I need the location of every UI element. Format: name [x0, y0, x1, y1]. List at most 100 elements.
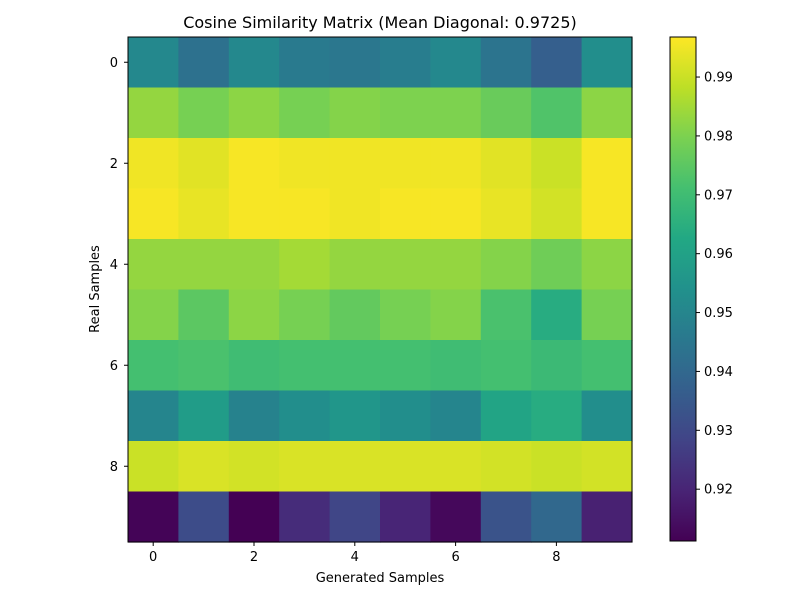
heatmap-cell [228, 138, 280, 190]
heatmap-cell [430, 441, 482, 493]
colorbar-tick-label: 0.98 [704, 129, 733, 144]
heatmap-cell [329, 188, 381, 240]
heatmap-cell [430, 188, 482, 240]
heatmap-cell [178, 289, 230, 341]
heatmap-cell [228, 239, 280, 291]
heatmap-cells [128, 37, 633, 543]
heatmap-cell [581, 239, 633, 291]
heatmap-cell [380, 188, 431, 240]
heatmap-cell [430, 491, 482, 543]
x-tick-label: 0 [149, 550, 157, 565]
heatmap-cell [480, 340, 532, 392]
heatmap-cell [380, 87, 431, 139]
heatmap-cell [480, 87, 532, 139]
heatmap-cell [228, 87, 280, 139]
heatmap-cell [480, 289, 532, 341]
heatmap-cell [480, 390, 532, 442]
heatmap-cell [128, 239, 179, 291]
x-axis-label: Generated Samples [316, 571, 445, 586]
x-axis-ticks: 0 2 4 6 8 [149, 542, 561, 565]
heatmap-cell [581, 138, 633, 190]
heatmap-cell [581, 491, 633, 543]
heatmap-cell [480, 188, 532, 240]
heatmap-cell [178, 87, 230, 139]
heatmap-cell [430, 37, 482, 89]
heatmap-cell [128, 188, 179, 240]
heatmap-cell [128, 441, 179, 493]
y-tick-label: 0 [110, 56, 118, 71]
colorbar-tick-label: 0.93 [704, 424, 733, 439]
heatmap-cell [329, 239, 381, 291]
heatmap-cell [531, 340, 583, 392]
heatmap-cell [430, 138, 482, 190]
x-tick-label: 8 [552, 550, 560, 565]
heatmap-cell [279, 491, 331, 543]
heatmap-cell [178, 239, 230, 291]
y-tick-label: 4 [110, 258, 118, 273]
heatmap-cell [531, 491, 583, 543]
heatmap-cell [380, 491, 431, 543]
heatmap-cell [228, 188, 280, 240]
heatmap-cell [128, 390, 179, 442]
heatmap-cell [279, 340, 331, 392]
heatmap-cell [128, 138, 179, 190]
heatmap-cell [279, 441, 331, 493]
plot-frame [127, 36, 633, 543]
heatmap-cell [329, 138, 381, 190]
colorbar-tick-label: 0.96 [704, 247, 733, 262]
heatmap-cell [430, 289, 482, 341]
heatmap-cell [581, 37, 633, 89]
heatmap-cell [581, 188, 633, 240]
heatmap-cell [228, 390, 280, 442]
x-tick-label: 2 [250, 550, 258, 565]
colorbar-tick-label: 0.94 [704, 365, 733, 380]
colorbar-tick-label: 0.92 [704, 483, 733, 498]
heatmap-cell [430, 87, 482, 139]
heatmap-cell [531, 138, 583, 190]
heatmap-cell [279, 289, 331, 341]
heatmap-cell [581, 87, 633, 139]
heatmap-cell [380, 289, 431, 341]
colorbar-tick-label: 0.95 [704, 306, 733, 321]
y-tick-label: 6 [110, 359, 118, 374]
heatmap-cell [581, 441, 633, 493]
chart-title: Cosine Similarity Matrix (Mean Diagonal:… [183, 13, 577, 32]
heatmap-cell [228, 37, 280, 89]
heatmap-cell [531, 37, 583, 89]
heatmap-cell [480, 37, 532, 89]
y-tick-label: 8 [110, 460, 118, 475]
heatmap-cell [380, 138, 431, 190]
heatmap-cell [178, 340, 230, 392]
heatmap-cell [228, 289, 280, 341]
heatmap-cell [531, 289, 583, 341]
y-axis-label: Real Samples [88, 245, 103, 333]
heatmap-cell [329, 340, 381, 392]
x-tick-label: 6 [451, 550, 459, 565]
colorbar-tick-label: 0.97 [704, 188, 733, 203]
heatmap-cell [480, 138, 532, 190]
heatmap-cell [329, 87, 381, 139]
heatmap-cell [279, 138, 331, 190]
heatmap-cell [581, 390, 633, 442]
heatmap-cell [279, 390, 331, 442]
heatmap-cell [279, 239, 331, 291]
heatmap-cell [128, 37, 179, 89]
heatmap-cell [531, 188, 583, 240]
heatmap-cell [279, 188, 331, 240]
heatmap-cell [531, 87, 583, 139]
heatmap-cell [329, 37, 381, 89]
colorbar-ticks: 0.92 0.93 0.94 0.95 0.96 0.97 0.98 0.99 [696, 71, 733, 498]
heatmap-cell [279, 87, 331, 139]
heatmap-cell [380, 340, 431, 392]
heatmap-cell [329, 390, 381, 442]
heatmap-cell [581, 340, 633, 392]
heatmap-cell [128, 289, 179, 341]
heatmap-cell [380, 239, 431, 291]
heatmap-cell [228, 491, 280, 543]
heatmap-cell [329, 441, 381, 493]
colorbar-tick-label: 0.99 [704, 71, 733, 86]
y-axis-ticks: 0 2 4 6 8 [110, 56, 128, 475]
heatmap-cell [128, 491, 179, 543]
